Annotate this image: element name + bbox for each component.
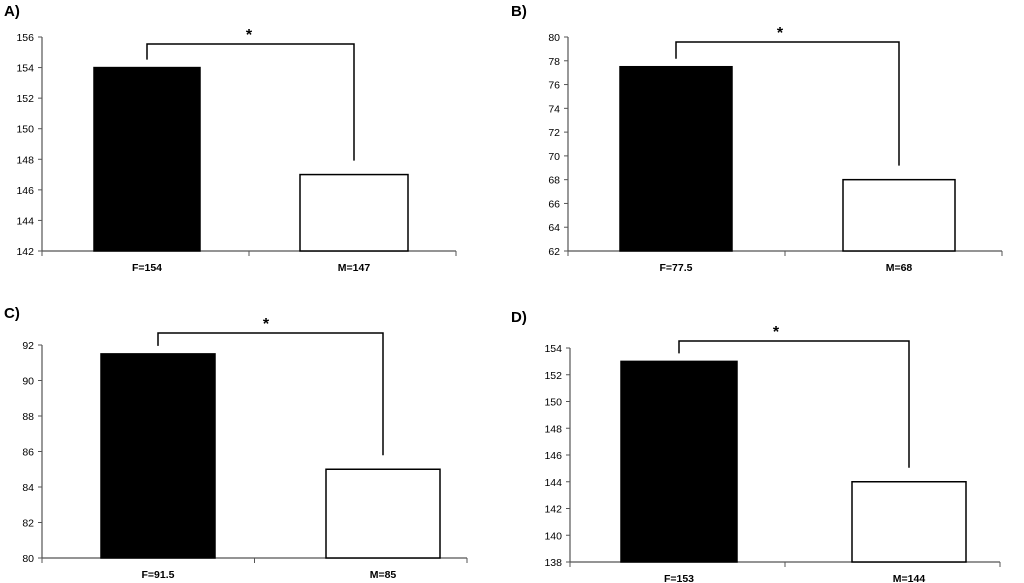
category-label: F=154 [132,262,162,274]
chart-panel-4: D) 138 140 142 144 146 148 150 152 154 F=153 M=144 * [511,309,1001,583]
chart-panel-2: B) 62 64 66 68 70 72 74 76 78 80 F=77.5 M=68 * [511,3,1003,274]
y-tick-label: 80 [22,553,34,565]
bar-male [299,173,409,252]
y-tick-label: 152 [16,93,34,105]
y-tick-label: 138 [544,557,562,569]
category-label: F=153 [664,573,694,583]
y-tick-label: 92 [22,340,34,352]
y-tick-label: 148 [544,423,562,435]
chart-panel-3: C) 80 82 84 86 88 90 92 F=91.5 M=85 * [4,305,468,581]
y-tick-label: 84 [22,482,34,494]
y-tick-label: 64 [548,222,560,234]
significance-bracket [678,340,910,468]
bar-female [619,65,733,252]
y-tick-label: 82 [22,518,34,530]
significance-bracket [157,332,384,456]
panel-letter: D) [511,309,527,326]
category-label: F=91.5 [142,569,175,581]
y-tick-label: 78 [548,56,560,68]
y-tick-label: 148 [16,154,34,166]
y-tick-label: 140 [544,530,562,542]
bar-male [325,468,441,559]
category-label: M=85 [370,569,397,581]
significance-star: * [773,324,780,341]
y-tick-label: 150 [544,397,562,409]
category-label: M=68 [886,262,913,274]
bar-male [851,481,967,563]
y-tick-label: 66 [548,198,560,210]
y-tick-label: 88 [22,411,34,423]
significance-bracket [675,41,900,166]
panel-letter: B) [511,3,527,20]
y-tick-label: 68 [548,175,560,187]
y-tick-label: 76 [548,80,560,92]
y-tick-label: 142 [544,504,562,516]
y-tick-label: 90 [22,376,34,388]
y-tick-label: 156 [16,32,34,44]
y-tick-label: 62 [548,246,560,258]
chart-panel-1: A) 142 144 146 148 150 152 154 156 F=154 M=147 * [4,3,457,274]
y-tick-label: 154 [16,63,34,75]
bar-male [842,178,956,252]
y-tick-label: 154 [544,343,562,355]
significance-star: * [263,316,270,333]
bar-female [620,360,738,563]
y-tick-label: 142 [16,246,34,258]
category-label: M=144 [893,573,926,583]
y-tick-label: 144 [544,477,562,489]
category-label: F=77.5 [660,262,693,274]
panel-letter: A) [4,3,20,20]
bar-female [93,66,201,252]
significance-bracket [146,43,355,161]
y-tick-label: 152 [544,370,562,382]
y-tick-label: 72 [548,127,560,139]
y-tick-label: 74 [548,103,560,115]
significance-star: * [246,27,253,44]
y-tick-label: 144 [16,215,34,227]
y-tick-label: 146 [544,450,562,462]
panel-letter: C) [4,305,20,322]
y-tick-label: 146 [16,185,34,197]
y-tick-label: 86 [22,447,34,459]
y-tick-label: 150 [16,124,34,136]
bar-female [100,353,216,559]
y-tick-label: 80 [548,32,560,44]
category-label: M=147 [338,262,371,274]
significance-star: * [777,25,784,42]
y-tick-label: 70 [548,151,560,163]
